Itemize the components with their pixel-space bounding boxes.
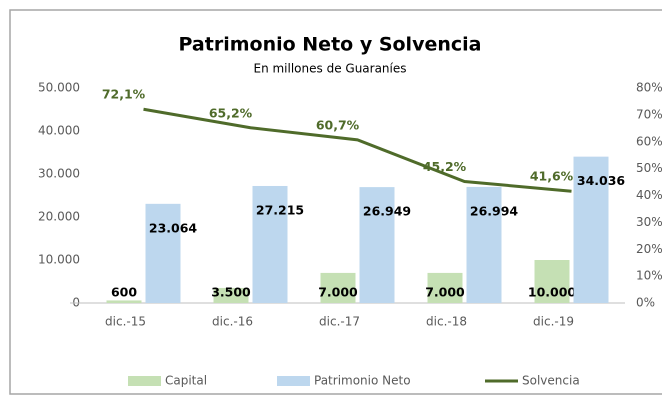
- y-tick-label: 30.000: [38, 167, 80, 181]
- legend-swatch: [277, 376, 310, 386]
- line: [143, 107, 572, 193]
- bar: [252, 185, 288, 303]
- bar: [106, 300, 142, 303]
- y2-tick-label: 50%: [636, 161, 662, 175]
- x-tick-label: dic.-18: [426, 315, 467, 329]
- bar: [359, 187, 395, 303]
- bar: [145, 203, 181, 303]
- y-tick-label: 20.000: [38, 210, 80, 224]
- bar: [213, 287, 249, 303]
- y2-tick-label: 80%: [636, 81, 662, 95]
- legend-label: Patrimonio Neto: [314, 374, 411, 388]
- data-label: 72,1%: [102, 87, 146, 102]
- y2-tick-label: 60%: [636, 134, 662, 148]
- y-tick-label: 10.000: [38, 253, 80, 267]
- y2-tick-label: 70%: [636, 107, 662, 121]
- data-label: 60,7%: [316, 117, 360, 132]
- bar: [466, 186, 502, 303]
- data-label: 7.000: [318, 285, 358, 300]
- data-label: 34.036: [577, 173, 626, 188]
- x-tick-label: dic.-17: [319, 315, 360, 329]
- legend-label: Solvencia: [522, 374, 580, 388]
- data-label: 65,2%: [209, 105, 253, 120]
- data-label: 7.000: [425, 285, 465, 300]
- data-label: 27.215: [256, 202, 304, 217]
- data-label: 10.000: [528, 285, 577, 300]
- y2-tick-label: 30%: [636, 215, 662, 229]
- chart-title: Patrimonio Neto y Solvencia: [179, 34, 482, 56]
- x-tick-label: dic.-19: [533, 315, 574, 329]
- bar: [534, 260, 570, 303]
- data-label: 3.500: [211, 285, 251, 300]
- legend-swatch: [128, 376, 161, 386]
- chart-subtitle: En millones de Guaraníes: [253, 62, 406, 76]
- data-label: 41,6%: [530, 169, 574, 184]
- bar: [320, 272, 356, 303]
- y2-tick-label: 10%: [636, 269, 662, 283]
- bar: [573, 156, 609, 303]
- y-tick-label: 40.000: [38, 124, 80, 138]
- data-label: 23.064: [149, 220, 198, 235]
- data-label: 26.949: [363, 204, 411, 219]
- data-label: 26.994: [470, 203, 519, 218]
- bar: [427, 272, 463, 303]
- x-tick-label: dic.-16: [212, 315, 253, 329]
- legend-label: Capital: [165, 374, 207, 388]
- y2-tick-label: 40%: [636, 188, 662, 202]
- y-tick-label: 50.000: [38, 81, 80, 95]
- data-label: 600: [111, 285, 137, 300]
- x-tick-label: dic.-15: [105, 315, 146, 329]
- y2-tick-label: 20%: [636, 242, 662, 256]
- y2-tick-label: 0%: [636, 296, 655, 310]
- chart-border: [9, 9, 662, 395]
